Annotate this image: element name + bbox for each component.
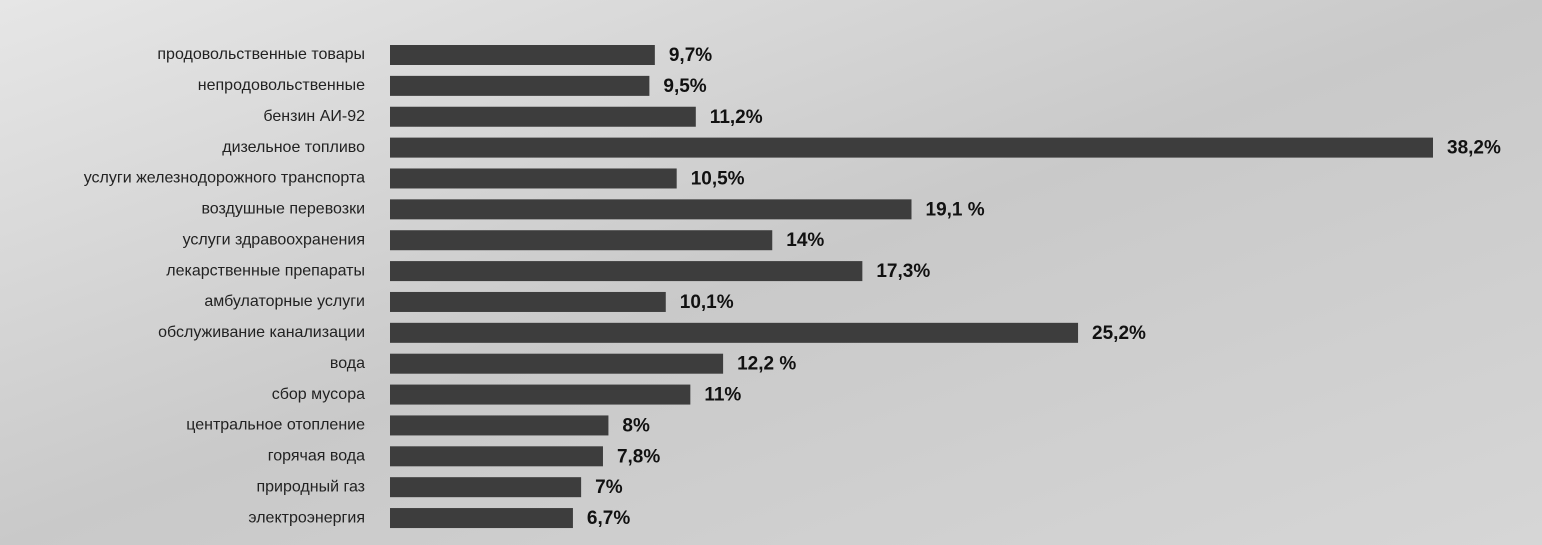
value-label: 25,2%	[1092, 323, 1146, 344]
category-label: обслуживание канализации	[158, 324, 365, 341]
value-label: 11%	[704, 385, 741, 406]
category-label: продовольственные товары	[157, 46, 365, 63]
bar	[390, 415, 609, 436]
category-label: лекарственные препараты	[166, 262, 365, 279]
category-label: природный газ	[256, 478, 365, 495]
bar	[390, 230, 773, 251]
value-label: 10,5%	[691, 168, 745, 189]
value-label: 6,7%	[587, 508, 630, 529]
bar	[390, 446, 603, 467]
bar	[390, 106, 696, 127]
category-label: амбулаторные услуги	[204, 293, 365, 310]
bar	[390, 45, 655, 65]
bar	[390, 75, 650, 96]
category-label: горячая вода	[268, 448, 365, 465]
value-label: 12,2 %	[737, 354, 796, 375]
bar	[390, 508, 573, 529]
value-label: 14%	[786, 230, 824, 251]
category-label: воздушные перевозки	[201, 201, 365, 218]
value-label: 11,2%	[710, 107, 763, 128]
bar	[390, 384, 691, 405]
category-label: вода	[330, 355, 365, 372]
value-label: 38,2%	[1447, 138, 1501, 159]
category-label: электроэнергия	[248, 509, 365, 526]
bar	[390, 137, 1433, 158]
plot-area: продовольственные товары 9,7% непродовольс…	[84, 45, 1501, 529]
category-label: центральное отопление	[186, 417, 365, 434]
value-label: 7%	[595, 477, 623, 498]
value-label: 8%	[622, 415, 650, 436]
value-label: 9,5%	[663, 76, 706, 97]
value-label: 10,1%	[680, 292, 734, 313]
bar	[390, 199, 912, 220]
bar	[390, 168, 677, 189]
category-label: сбор мусора	[272, 386, 365, 403]
value-label: 17,3%	[876, 261, 930, 282]
value-label: 19,1 %	[926, 199, 985, 220]
bar	[390, 477, 582, 498]
bar	[390, 261, 863, 282]
category-label: дизельное топливо	[222, 139, 365, 156]
bar	[390, 353, 724, 374]
value-label: 9,7%	[669, 45, 712, 66]
bar	[390, 322, 1079, 343]
category-label: услуги железнодорожного транспорта	[84, 170, 365, 187]
category-label: бензин АИ-92	[263, 108, 365, 125]
bar	[390, 291, 666, 312]
category-label: услуги здравоохранения	[183, 231, 365, 248]
category-label: непродовольственные	[198, 77, 365, 94]
value-label: 7,8%	[617, 446, 660, 467]
